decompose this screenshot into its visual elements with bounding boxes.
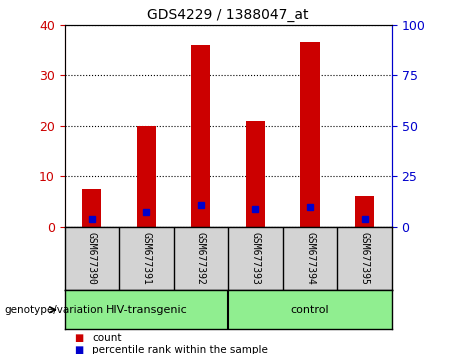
Text: count: count [92, 333, 122, 343]
Text: control: control [291, 305, 329, 315]
Text: ■: ■ [74, 333, 83, 343]
Text: HIV-transgenic: HIV-transgenic [106, 305, 187, 315]
Bar [191, 45, 211, 227]
Bar [301, 42, 319, 227]
Text: GSM677392: GSM677392 [196, 232, 206, 285]
Text: genotype/variation: genotype/variation [5, 305, 104, 315]
Bar [246, 121, 265, 227]
Title: GDS4229 / 1388047_at: GDS4229 / 1388047_at [148, 8, 309, 22]
Text: GSM677390: GSM677390 [87, 232, 97, 285]
Text: GSM677394: GSM677394 [305, 232, 315, 285]
Bar [355, 196, 374, 227]
Text: GSM677393: GSM677393 [250, 232, 260, 285]
Text: GSM677391: GSM677391 [142, 232, 151, 285]
Bar [137, 126, 156, 227]
Bar [82, 189, 101, 227]
Text: percentile rank within the sample: percentile rank within the sample [92, 346, 268, 354]
Text: GSM677395: GSM677395 [360, 232, 370, 285]
Text: ■: ■ [74, 346, 83, 354]
